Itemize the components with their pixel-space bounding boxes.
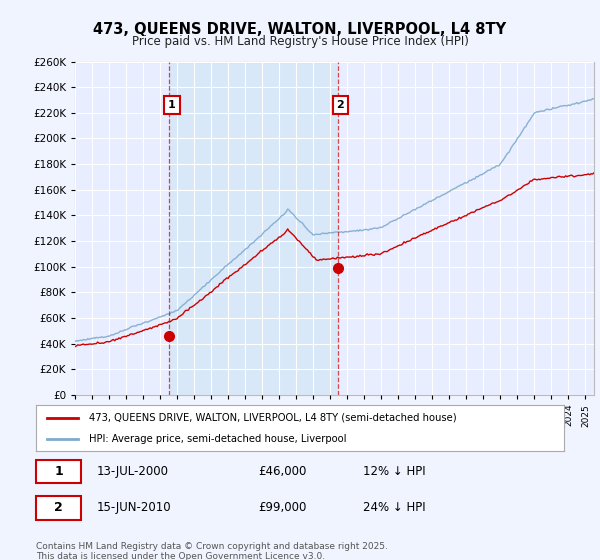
Text: 473, QUEENS DRIVE, WALTON, LIVERPOOL, L4 8TY (semi-detached house): 473, QUEENS DRIVE, WALTON, LIVERPOOL, L4… bbox=[89, 413, 457, 423]
Text: 13-JUL-2000: 13-JUL-2000 bbox=[97, 465, 169, 478]
Text: 1: 1 bbox=[168, 100, 176, 110]
Text: 12% ↓ HPI: 12% ↓ HPI bbox=[364, 465, 426, 478]
Text: 473, QUEENS DRIVE, WALTON, LIVERPOOL, L4 8TY: 473, QUEENS DRIVE, WALTON, LIVERPOOL, L4… bbox=[94, 22, 506, 38]
Text: HPI: Average price, semi-detached house, Liverpool: HPI: Average price, semi-detached house,… bbox=[89, 435, 346, 444]
Text: 1: 1 bbox=[55, 465, 63, 478]
FancyBboxPatch shape bbox=[36, 496, 81, 520]
Text: 2: 2 bbox=[337, 100, 344, 110]
Text: 2: 2 bbox=[55, 501, 63, 515]
Text: Price paid vs. HM Land Registry's House Price Index (HPI): Price paid vs. HM Land Registry's House … bbox=[131, 35, 469, 48]
Text: £46,000: £46,000 bbox=[258, 465, 306, 478]
Text: £99,000: £99,000 bbox=[258, 501, 306, 515]
Text: 24% ↓ HPI: 24% ↓ HPI bbox=[364, 501, 426, 515]
FancyBboxPatch shape bbox=[36, 460, 81, 483]
Bar bbox=[169, 62, 338, 395]
Text: Contains HM Land Registry data © Crown copyright and database right 2025.
This d: Contains HM Land Registry data © Crown c… bbox=[36, 542, 388, 560]
Text: 15-JUN-2010: 15-JUN-2010 bbox=[97, 501, 172, 515]
